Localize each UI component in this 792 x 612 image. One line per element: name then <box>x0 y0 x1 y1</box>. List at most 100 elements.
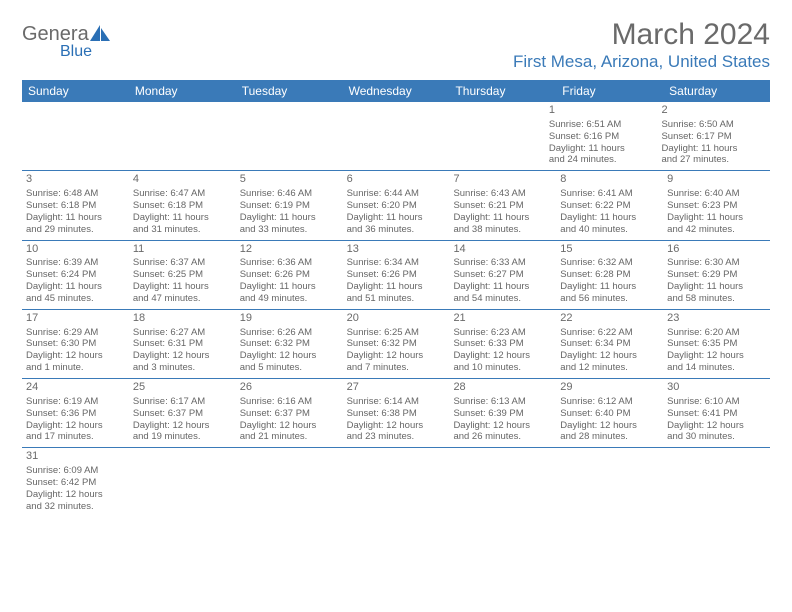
day-detail: Sunrise: 6:30 AM <box>667 257 766 269</box>
day-detail: Sunrise: 6:26 AM <box>240 327 339 339</box>
day-number: 23 <box>667 312 766 326</box>
day-cell: 18Sunrise: 6:27 AMSunset: 6:31 PMDayligh… <box>129 310 236 378</box>
day-detail: and 51 minutes. <box>347 293 446 305</box>
day-detail: Sunset: 6:38 PM <box>347 408 446 420</box>
day-cell: 3Sunrise: 6:48 AMSunset: 6:18 PMDaylight… <box>22 171 129 239</box>
day-detail: Sunrise: 6:17 AM <box>133 396 232 408</box>
day-number: 14 <box>453 243 552 257</box>
logo-text-gray: Genera <box>22 23 89 45</box>
day-number: 12 <box>240 243 339 257</box>
day-detail: Sunset: 6:36 PM <box>26 408 125 420</box>
day-number: 8 <box>560 173 659 187</box>
day-detail: and 23 minutes. <box>347 431 446 443</box>
weekday-header: Saturday <box>663 80 770 102</box>
week-row: 31Sunrise: 6:09 AMSunset: 6:42 PMDayligh… <box>22 448 770 516</box>
day-detail: Daylight: 11 hours <box>347 281 446 293</box>
day-detail: Sunset: 6:24 PM <box>26 269 125 281</box>
day-detail: and 24 minutes. <box>549 154 654 166</box>
day-cell: 13Sunrise: 6:34 AMSunset: 6:26 PMDayligh… <box>343 241 450 309</box>
day-detail: Daylight: 11 hours <box>453 281 552 293</box>
day-cell: 6Sunrise: 6:44 AMSunset: 6:20 PMDaylight… <box>343 171 450 239</box>
weekday-header: Wednesday <box>343 80 450 102</box>
logo-text-block: Genera Blue <box>22 24 111 61</box>
day-detail: Daylight: 11 hours <box>26 281 125 293</box>
day-cell: 21Sunrise: 6:23 AMSunset: 6:33 PMDayligh… <box>449 310 556 378</box>
day-detail: Daylight: 11 hours <box>453 212 552 224</box>
day-cell: 19Sunrise: 6:26 AMSunset: 6:32 PMDayligh… <box>236 310 343 378</box>
day-detail: Sunrise: 6:48 AM <box>26 188 125 200</box>
day-number: 29 <box>560 381 659 395</box>
day-number: 17 <box>26 312 125 326</box>
day-cell: 30Sunrise: 6:10 AMSunset: 6:41 PMDayligh… <box>663 379 770 447</box>
day-detail: and 19 minutes. <box>133 431 232 443</box>
empty-cell <box>136 448 242 516</box>
day-detail: and 28 minutes. <box>560 431 659 443</box>
day-detail: Sunset: 6:33 PM <box>453 338 552 350</box>
day-detail: and 33 minutes. <box>240 224 339 236</box>
day-cell: 16Sunrise: 6:30 AMSunset: 6:29 PMDayligh… <box>663 241 770 309</box>
day-number: 24 <box>26 381 125 395</box>
day-detail: Sunset: 6:32 PM <box>347 338 446 350</box>
day-detail: and 40 minutes. <box>560 224 659 236</box>
day-cell: 5Sunrise: 6:46 AMSunset: 6:19 PMDaylight… <box>236 171 343 239</box>
day-cell: 26Sunrise: 6:16 AMSunset: 6:37 PMDayligh… <box>236 379 343 447</box>
location: First Mesa, Arizona, United States <box>513 52 770 72</box>
day-detail: Sunset: 6:29 PM <box>667 269 766 281</box>
day-cell: 8Sunrise: 6:41 AMSunset: 6:22 PMDaylight… <box>556 171 663 239</box>
day-detail: Sunset: 6:20 PM <box>347 200 446 212</box>
day-detail: Daylight: 12 hours <box>133 350 232 362</box>
day-cell: 22Sunrise: 6:22 AMSunset: 6:34 PMDayligh… <box>556 310 663 378</box>
day-detail: Sunset: 6:26 PM <box>240 269 339 281</box>
day-detail: and 54 minutes. <box>453 293 552 305</box>
day-cell: 24Sunrise: 6:19 AMSunset: 6:36 PMDayligh… <box>22 379 129 447</box>
day-detail: Daylight: 12 hours <box>347 420 446 432</box>
day-cell: 2Sunrise: 6:50 AMSunset: 6:17 PMDaylight… <box>657 102 770 170</box>
day-cell: 17Sunrise: 6:29 AMSunset: 6:30 PMDayligh… <box>22 310 129 378</box>
day-detail: Sunset: 6:23 PM <box>667 200 766 212</box>
day-detail: Daylight: 11 hours <box>133 212 232 224</box>
day-detail: Daylight: 11 hours <box>661 143 766 155</box>
day-detail: Daylight: 12 hours <box>560 420 659 432</box>
day-detail: Sunrise: 6:36 AM <box>240 257 339 269</box>
day-detail: and 21 minutes. <box>240 431 339 443</box>
day-number: 22 <box>560 312 659 326</box>
empty-cell <box>453 448 559 516</box>
day-cell: 7Sunrise: 6:43 AMSunset: 6:21 PMDaylight… <box>449 171 556 239</box>
day-detail: and 56 minutes. <box>560 293 659 305</box>
header: Genera Blue March 2024 First Mesa, Arizo… <box>22 18 770 72</box>
day-detail: Daylight: 11 hours <box>347 212 446 224</box>
day-detail: and 31 minutes. <box>133 224 232 236</box>
day-detail: Sunrise: 6:19 AM <box>26 396 125 408</box>
week-row: 1Sunrise: 6:51 AMSunset: 6:16 PMDaylight… <box>22 102 770 171</box>
day-detail: Sunrise: 6:22 AM <box>560 327 659 339</box>
day-detail: Daylight: 11 hours <box>667 212 766 224</box>
day-number: 21 <box>453 312 552 326</box>
day-detail: Sunset: 6:40 PM <box>560 408 659 420</box>
day-cell: 11Sunrise: 6:37 AMSunset: 6:25 PMDayligh… <box>129 241 236 309</box>
day-detail: Sunrise: 6:16 AM <box>240 396 339 408</box>
day-detail: Sunset: 6:42 PM <box>26 477 132 489</box>
day-detail: Sunrise: 6:37 AM <box>133 257 232 269</box>
day-detail: and 38 minutes. <box>453 224 552 236</box>
day-detail: and 1 minute. <box>26 362 125 374</box>
day-detail: Daylight: 11 hours <box>26 212 125 224</box>
day-detail: and 58 minutes. <box>667 293 766 305</box>
day-detail: Sunset: 6:26 PM <box>347 269 446 281</box>
day-detail: Sunset: 6:21 PM <box>453 200 552 212</box>
day-number: 4 <box>133 173 232 187</box>
day-detail: Sunrise: 6:40 AM <box>667 188 766 200</box>
day-cell: 28Sunrise: 6:13 AMSunset: 6:39 PMDayligh… <box>449 379 556 447</box>
calendar: SundayMondayTuesdayWednesdayThursdayFrid… <box>22 80 770 517</box>
day-detail: Daylight: 11 hours <box>240 281 339 293</box>
day-detail: Sunset: 6:39 PM <box>453 408 552 420</box>
day-detail: Sunset: 6:34 PM <box>560 338 659 350</box>
day-cell: 25Sunrise: 6:17 AMSunset: 6:37 PMDayligh… <box>129 379 236 447</box>
day-cell: 15Sunrise: 6:32 AMSunset: 6:28 PMDayligh… <box>556 241 663 309</box>
day-detail: and 36 minutes. <box>347 224 446 236</box>
day-number: 5 <box>240 173 339 187</box>
day-detail: Sunrise: 6:12 AM <box>560 396 659 408</box>
day-number: 16 <box>667 243 766 257</box>
empty-cell <box>241 448 347 516</box>
day-number: 31 <box>26 450 132 464</box>
day-detail: Daylight: 12 hours <box>453 420 552 432</box>
